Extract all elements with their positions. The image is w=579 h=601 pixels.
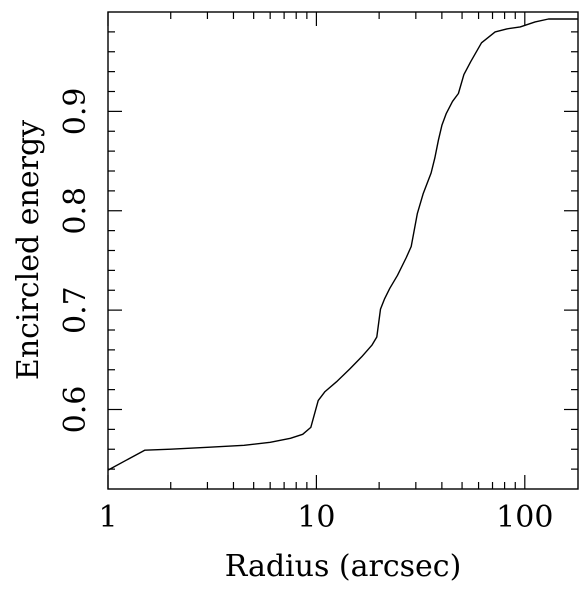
- y-tick-label: 0.8: [58, 187, 93, 235]
- encircled-energy-curve: [107, 18, 578, 471]
- x-tick-label: 1: [98, 500, 117, 535]
- minor-ticks: [108, 12, 578, 489]
- x-tick-labels: 1 10 100: [98, 500, 553, 535]
- x-tick-label: 100: [496, 500, 553, 535]
- y-axis-label: Encircled energy: [11, 120, 46, 380]
- y-tick-label: 0.6: [58, 386, 93, 434]
- y-tick-label: 0.7: [58, 286, 93, 334]
- y-tick-labels: 0.6 0.7 0.8 0.9: [58, 88, 93, 434]
- x-axis-label: Radius (arcsec): [225, 549, 462, 584]
- y-tick-label: 0.9: [58, 88, 93, 136]
- major-ticks: [107, 12, 578, 489]
- plot-frame: [107, 11, 579, 490]
- x-tick-label: 10: [297, 500, 335, 535]
